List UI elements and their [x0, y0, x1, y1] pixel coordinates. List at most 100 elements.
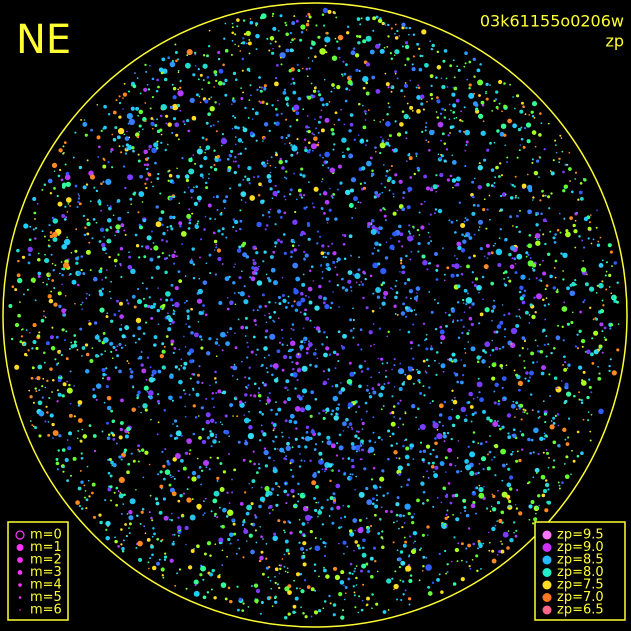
- star: [374, 513, 377, 517]
- star: [422, 385, 425, 388]
- star: [460, 248, 466, 253]
- star: [474, 277, 479, 281]
- star: [272, 468, 278, 474]
- star: [292, 495, 295, 498]
- star: [374, 441, 377, 444]
- star: [253, 394, 257, 398]
- star: [256, 471, 259, 474]
- star: [69, 402, 72, 405]
- star: [455, 414, 461, 420]
- star: [65, 330, 68, 333]
- star: [287, 590, 292, 595]
- star: [307, 342, 313, 348]
- star: [137, 357, 140, 360]
- star: [197, 320, 200, 323]
- star: [234, 143, 237, 146]
- star: [535, 240, 541, 246]
- star: [241, 609, 245, 612]
- star: [205, 262, 208, 265]
- star: [427, 476, 430, 479]
- star: [528, 314, 531, 316]
- star: [156, 78, 159, 82]
- star: [347, 402, 354, 408]
- star: [449, 501, 453, 505]
- star: [525, 310, 529, 315]
- star: [395, 279, 398, 282]
- star: [110, 350, 113, 353]
- star: [136, 299, 143, 305]
- star: [371, 497, 375, 501]
- star: [271, 605, 274, 608]
- star: [117, 216, 122, 221]
- star: [327, 463, 333, 468]
- star: [448, 118, 451, 120]
- star: [207, 177, 210, 180]
- star: [379, 476, 385, 482]
- star: [258, 100, 261, 103]
- star: [98, 339, 101, 343]
- star: [256, 280, 263, 286]
- star: [580, 267, 587, 273]
- star: [555, 290, 559, 294]
- star: [291, 361, 294, 364]
- star: [352, 518, 358, 523]
- star: [386, 578, 392, 584]
- star: [216, 476, 220, 480]
- star: [257, 193, 261, 197]
- star: [268, 504, 273, 509]
- star: [180, 459, 184, 463]
- star: [266, 174, 272, 179]
- star: [479, 63, 482, 66]
- star: [344, 189, 351, 196]
- star: [519, 209, 521, 212]
- star: [343, 472, 346, 476]
- star: [267, 276, 270, 280]
- star: [244, 106, 247, 110]
- star: [598, 347, 602, 350]
- star: [139, 522, 142, 525]
- star: [321, 271, 324, 273]
- star: [336, 283, 340, 287]
- star: [512, 400, 515, 403]
- star: [277, 29, 280, 32]
- star: [156, 308, 161, 313]
- star: [352, 47, 356, 50]
- star: [102, 372, 106, 377]
- star: [434, 441, 438, 446]
- star: [523, 411, 526, 414]
- star: [159, 128, 163, 132]
- star: [263, 447, 267, 450]
- star: [242, 127, 248, 133]
- star: [232, 281, 236, 285]
- star: [127, 174, 134, 181]
- star: [151, 230, 153, 233]
- star: [73, 334, 77, 337]
- star: [185, 543, 187, 546]
- star: [426, 470, 428, 473]
- star: [289, 188, 293, 192]
- star: [240, 360, 243, 363]
- star: [324, 199, 330, 205]
- star: [429, 92, 433, 97]
- star: [542, 489, 548, 494]
- star: [323, 212, 326, 215]
- legend-marker: [542, 555, 552, 565]
- star: [462, 239, 467, 244]
- star: [460, 470, 463, 473]
- star: [60, 261, 63, 263]
- star: [287, 389, 289, 391]
- star: [385, 241, 388, 244]
- star: [146, 390, 149, 393]
- star: [121, 334, 126, 339]
- legend-marker: [19, 609, 21, 611]
- star: [405, 315, 408, 318]
- star: [556, 387, 559, 390]
- star: [399, 399, 402, 402]
- star: [222, 470, 226, 474]
- star: [202, 595, 207, 600]
- star: [253, 382, 257, 386]
- star: [229, 187, 232, 190]
- star: [473, 233, 476, 236]
- star: [340, 516, 343, 520]
